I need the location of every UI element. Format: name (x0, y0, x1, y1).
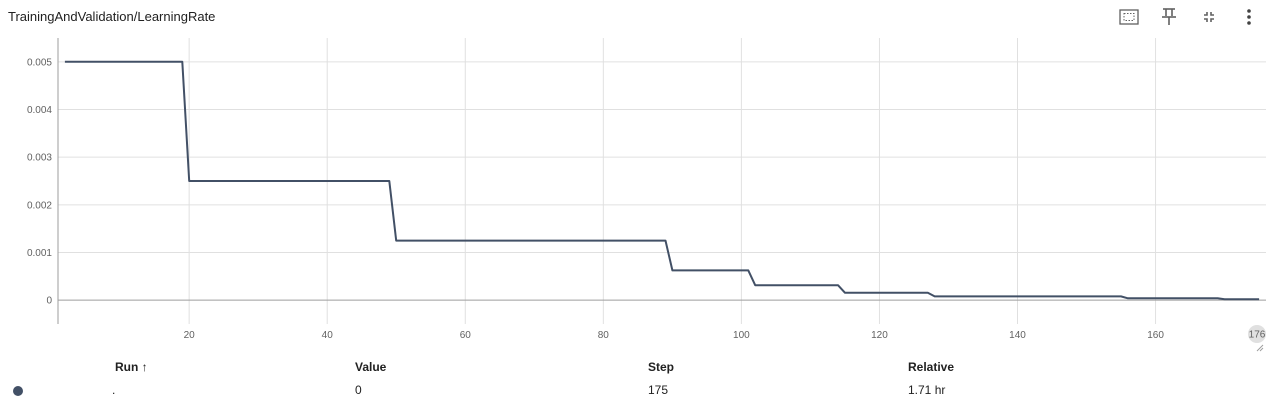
x-tick-label: 20 (184, 330, 196, 341)
x-max-badge (1248, 325, 1266, 343)
column-header-relative[interactable]: Relative (908, 360, 955, 374)
y-tick-label: 0.004 (27, 105, 52, 116)
column-header-run[interactable]: Run ↑ (115, 360, 148, 374)
x-tick-label: 120 (871, 330, 888, 341)
column-header-value[interactable]: Value (355, 360, 387, 374)
x-max-badge-label: 176 (1249, 330, 1266, 341)
y-tick-label: 0.003 (27, 153, 52, 164)
x-tick-label: 160 (1147, 330, 1164, 341)
x-tick-label: 60 (460, 330, 472, 341)
chart-card-title: TrainingAndValidation/LearningRate (8, 9, 216, 24)
series-line (64, 60, 1260, 301)
card-toolbar (1112, 4, 1266, 30)
resize-handle-icon (1256, 344, 1264, 352)
x-tick-label: 80 (598, 330, 610, 341)
x-tick-label: 100 (733, 330, 750, 341)
column-header-step[interactable]: Step (648, 360, 675, 374)
y-tick-label: 0.002 (27, 200, 52, 211)
more-vert-icon (1247, 9, 1251, 25)
y-tick-label: 0.001 (27, 248, 52, 259)
pin-button[interactable] (1152, 4, 1186, 30)
resize-handle-icon (1259, 347, 1264, 352)
row-run-name: . (112, 383, 116, 397)
learning-rate-chart[interactable]: 20 40 60 80 100 120 140 160 0 0.001 0.002 0.003 0.00… (0, 30, 1274, 355)
x-tick-label: 40 (322, 330, 334, 341)
collapse-button[interactable] (1192, 4, 1226, 30)
row-value: 0 (355, 383, 362, 397)
fit-domain-button[interactable] (1112, 4, 1146, 30)
collapse-icon (1204, 12, 1214, 22)
y-tick-label: 0.005 (27, 57, 52, 68)
pin-icon (1162, 8, 1176, 25)
run-color-dot (13, 386, 23, 396)
row-relative: 1.71 hr (908, 383, 946, 397)
more-options-button[interactable] (1232, 4, 1266, 30)
fit-domain-icon (1119, 9, 1139, 25)
row-step: 175 (648, 383, 669, 397)
y-tick-label: 0 (46, 296, 52, 307)
x-tick-label: 140 (1009, 330, 1026, 341)
